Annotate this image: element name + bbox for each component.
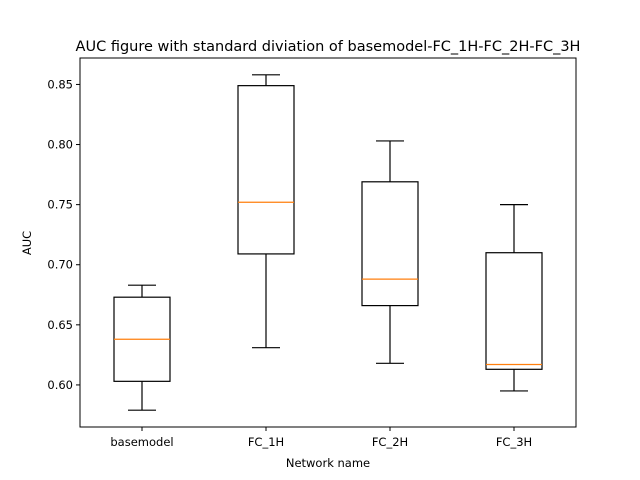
x-tick-label: FC_1H: [248, 435, 284, 449]
y-axis-label: AUC: [20, 231, 34, 255]
box-body: [485, 252, 543, 370]
box-FC_2H: [361, 140, 419, 364]
x-tick-label: basemodel: [110, 435, 173, 449]
box-body: [237, 85, 295, 255]
box-basemodel: [113, 284, 171, 411]
chart-title: AUC figure with standard diviation of ba…: [76, 39, 581, 55]
y-tick-label: 0.85: [47, 77, 73, 91]
x-axis-label: Network name: [286, 456, 370, 470]
x-tick-label: FC_2H: [372, 435, 408, 449]
box-body: [361, 181, 419, 307]
y-tick-label: 0.60: [47, 378, 73, 392]
x-axis: basemodel FC_1H FC_2H FC_3H: [110, 427, 532, 449]
y-tick-label: 0.75: [47, 198, 73, 212]
y-tick-label: 0.65: [47, 318, 73, 332]
plot-area: [79, 57, 577, 428]
y-tick-label: 0.70: [47, 258, 73, 272]
y-tick-label: 0.80: [47, 138, 73, 152]
box-FC_3H: [485, 204, 543, 392]
x-tick-label: FC_3H: [496, 435, 532, 449]
y-axis: 0.60 0.65 0.70 0.75 0.80 0.85: [47, 77, 80, 392]
plot-frame: [79, 57, 577, 428]
box-FC_1H: [237, 74, 295, 349]
